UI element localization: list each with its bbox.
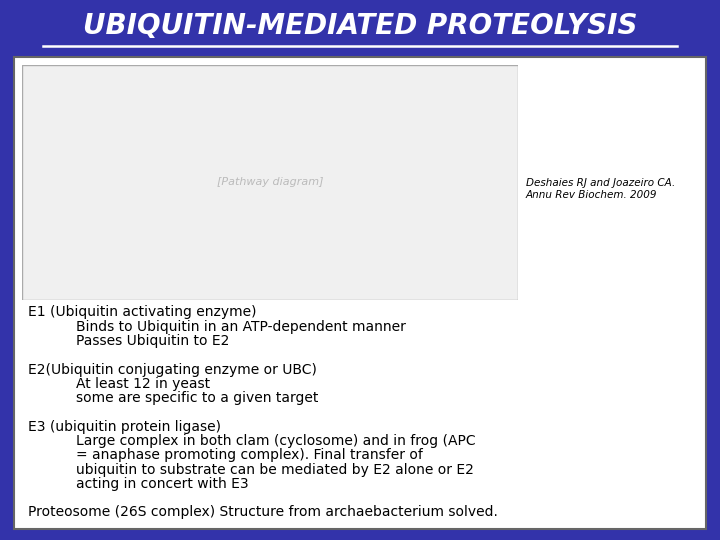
Text: [Pathway diagram]: [Pathway diagram] (217, 177, 323, 187)
Text: At least 12 in yeast: At least 12 in yeast (76, 377, 210, 391)
Text: Proteosome (26S complex) Structure from archaebacterium solved.: Proteosome (26S complex) Structure from … (28, 505, 498, 519)
Text: Binds to Ubiquitin in an ATP-dependent manner: Binds to Ubiquitin in an ATP-dependent m… (76, 320, 405, 334)
Text: = anaphase promoting complex). Final transfer of: = anaphase promoting complex). Final tra… (76, 448, 423, 462)
Text: E3 (ubiquitin protein ligase): E3 (ubiquitin protein ligase) (28, 420, 221, 434)
Text: Large complex in both clam (cyclosome) and in frog (APC: Large complex in both clam (cyclosome) a… (76, 434, 475, 448)
Text: Passes Ubiquitin to E2: Passes Ubiquitin to E2 (76, 334, 229, 348)
Text: some are specific to a given target: some are specific to a given target (76, 391, 318, 405)
Text: E1 (Ubiquitin activating enzyme): E1 (Ubiquitin activating enzyme) (28, 306, 257, 319)
FancyBboxPatch shape (14, 57, 706, 529)
Text: E2(Ubiquitin conjugating enzyme or UBC): E2(Ubiquitin conjugating enzyme or UBC) (28, 362, 318, 376)
FancyBboxPatch shape (22, 65, 518, 300)
Text: ubiquitin to substrate can be mediated by E2 alone or E2: ubiquitin to substrate can be mediated b… (76, 463, 474, 476)
Text: Deshaies RJ and Joazeiro CA.
Annu Rev Biochem. 2009: Deshaies RJ and Joazeiro CA. Annu Rev Bi… (526, 178, 675, 200)
Text: acting in concert with E3: acting in concert with E3 (76, 477, 248, 491)
Text: UBIQUITIN-MEDIATED PROTEOLYSIS: UBIQUITIN-MEDIATED PROTEOLYSIS (83, 12, 637, 40)
